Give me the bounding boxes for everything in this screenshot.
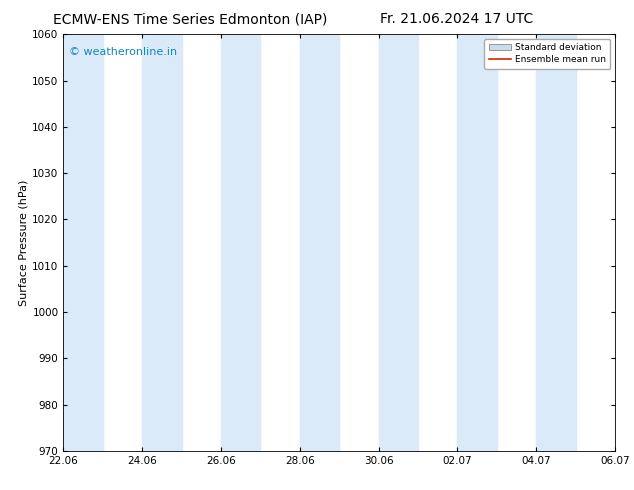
Text: Fr. 21.06.2024 17 UTC: Fr. 21.06.2024 17 UTC xyxy=(380,12,533,26)
Text: ECMW-ENS Time Series Edmonton (IAP): ECMW-ENS Time Series Edmonton (IAP) xyxy=(53,12,327,26)
Bar xyxy=(457,34,497,451)
Bar xyxy=(536,34,576,451)
Bar xyxy=(221,34,261,451)
Y-axis label: Surface Pressure (hPa): Surface Pressure (hPa) xyxy=(18,179,28,306)
Bar xyxy=(142,34,181,451)
Bar xyxy=(615,34,634,451)
Bar xyxy=(378,34,418,451)
Text: © weatheronline.in: © weatheronline.in xyxy=(69,47,177,57)
Bar xyxy=(300,34,339,451)
Bar xyxy=(63,34,103,451)
Legend: Standard deviation, Ensemble mean run: Standard deviation, Ensemble mean run xyxy=(484,39,611,69)
